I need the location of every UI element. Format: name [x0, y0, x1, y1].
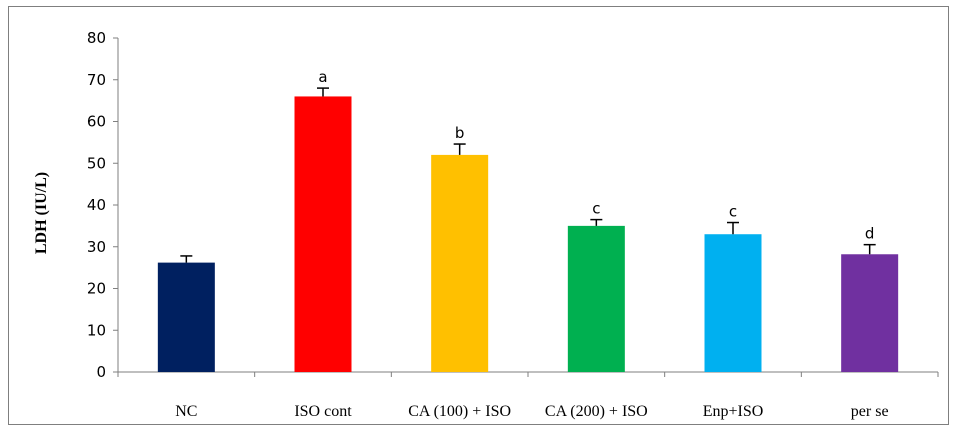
y-tick-label: 0 — [96, 363, 106, 381]
bar — [567, 225, 625, 372]
x-category-label: NC — [175, 403, 197, 420]
y-tick-label: 60 — [87, 113, 106, 131]
y-tick-label: 70 — [87, 71, 106, 89]
bar — [157, 262, 215, 372]
x-category-label: Enp+ISO — [703, 403, 764, 420]
x-category-label: per se — [851, 403, 889, 420]
y-tick-label: 80 — [87, 29, 106, 47]
significance-label: a — [318, 68, 327, 86]
y-tick-label: 40 — [87, 196, 106, 214]
y-tick-label: 10 — [87, 321, 106, 339]
x-category-label: CA (200) + ISO — [545, 403, 648, 420]
y-axis-title: LDH (IU/L) — [33, 172, 50, 254]
significance-label: c — [592, 200, 600, 218]
y-tick-label: 20 — [87, 280, 106, 298]
bar — [841, 254, 899, 372]
bar — [294, 96, 352, 372]
y-tick-label: 50 — [87, 154, 106, 172]
significance-label: c — [729, 203, 737, 221]
bar — [704, 234, 762, 372]
bar — [431, 154, 489, 372]
x-category-label: CA (100) + ISO — [408, 403, 511, 420]
significance-label: d — [865, 225, 875, 243]
y-tick-label: 30 — [87, 238, 106, 256]
x-category-label: ISO cont — [294, 403, 352, 420]
significance-label: b — [455, 124, 465, 142]
